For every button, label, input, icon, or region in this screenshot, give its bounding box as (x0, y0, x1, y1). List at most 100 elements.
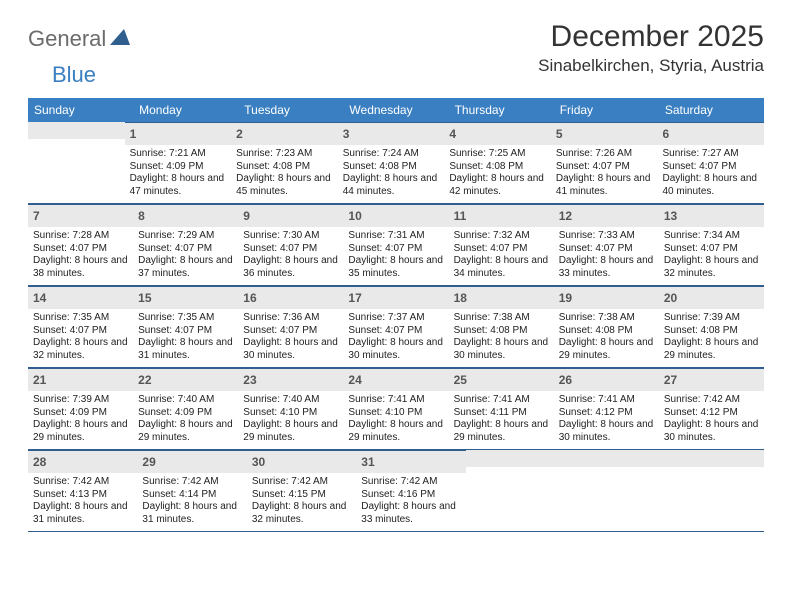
day-cell: 4Sunrise: 7:25 AMSunset: 4:08 PMDaylight… (444, 122, 551, 203)
day-number: 25 (454, 373, 467, 387)
day-cell: 6Sunrise: 7:27 AMSunset: 4:07 PMDaylight… (657, 122, 764, 203)
sunset-text: Sunset: 4:12 PM (559, 407, 654, 420)
sunrise-text: Sunrise: 7:23 AM (236, 148, 333, 161)
day-number: 18 (454, 291, 467, 305)
day-cell: 15Sunrise: 7:35 AMSunset: 4:07 PMDayligh… (133, 286, 238, 367)
dow-cell: Monday (133, 98, 238, 122)
week-row: 1Sunrise: 7:21 AMSunset: 4:09 PMDaylight… (28, 122, 764, 204)
sunset-text: Sunset: 4:07 PM (664, 243, 759, 256)
empty-day (565, 450, 664, 531)
daylight-text: Daylight: 8 hours and 30 minutes. (454, 337, 549, 362)
sunset-text: Sunset: 4:11 PM (454, 407, 549, 420)
sunrise-text: Sunrise: 7:30 AM (243, 230, 338, 243)
logo: General (28, 26, 132, 52)
day-cell: 3Sunrise: 7:24 AMSunset: 4:08 PMDaylight… (338, 122, 445, 203)
day-number: 8 (138, 209, 145, 223)
daylight-text: Daylight: 8 hours and 41 minutes. (556, 173, 653, 198)
title-block: December 2025 Sinabelkirchen, Styria, Au… (538, 20, 764, 76)
empty-day (665, 450, 764, 531)
day-number: 7 (33, 209, 40, 223)
sunrise-text: Sunrise: 7:42 AM (252, 476, 351, 489)
daylight-text: Daylight: 8 hours and 47 minutes. (130, 173, 227, 198)
day-number: 21 (33, 373, 46, 387)
daylight-text: Daylight: 8 hours and 45 minutes. (236, 173, 333, 198)
day-number: 26 (559, 373, 572, 387)
day-number: 20 (664, 291, 677, 305)
daylight-text: Daylight: 8 hours and 35 minutes. (348, 255, 443, 280)
daylight-text: Daylight: 8 hours and 38 minutes. (33, 255, 128, 280)
sunrise-text: Sunrise: 7:32 AM (454, 230, 549, 243)
logo-text-general: General (28, 26, 106, 52)
day-number: 24 (348, 373, 361, 387)
day-cell: 11Sunrise: 7:32 AMSunset: 4:07 PMDayligh… (449, 204, 554, 285)
day-number: 29 (142, 455, 155, 469)
sunrise-text: Sunrise: 7:26 AM (556, 148, 653, 161)
sunset-text: Sunset: 4:15 PM (252, 489, 351, 502)
day-cell: 28Sunrise: 7:42 AMSunset: 4:13 PMDayligh… (28, 450, 137, 531)
daylight-text: Daylight: 8 hours and 30 minutes. (243, 337, 338, 362)
daylight-text: Daylight: 8 hours and 29 minutes. (138, 419, 233, 444)
week-row: 28Sunrise: 7:42 AMSunset: 4:13 PMDayligh… (28, 450, 764, 532)
dow-cell: Thursday (449, 98, 554, 122)
sunset-text: Sunset: 4:16 PM (361, 489, 460, 502)
day-number: 30 (252, 455, 265, 469)
sunset-text: Sunset: 4:10 PM (243, 407, 338, 420)
sunrise-text: Sunrise: 7:25 AM (449, 148, 546, 161)
sunrise-text: Sunrise: 7:42 AM (361, 476, 460, 489)
daylight-text: Daylight: 8 hours and 30 minutes. (664, 419, 759, 444)
daylight-text: Daylight: 8 hours and 31 minutes. (138, 337, 233, 362)
day-cell: 20Sunrise: 7:39 AMSunset: 4:08 PMDayligh… (659, 286, 764, 367)
sunrise-text: Sunrise: 7:37 AM (348, 312, 443, 325)
sunset-text: Sunset: 4:09 PM (33, 407, 128, 420)
day-number: 3 (343, 127, 350, 141)
sunset-text: Sunset: 4:07 PM (33, 325, 128, 338)
daylight-text: Daylight: 8 hours and 32 minutes. (33, 337, 128, 362)
day-cell: 12Sunrise: 7:33 AMSunset: 4:07 PMDayligh… (554, 204, 659, 285)
sunset-text: Sunset: 4:13 PM (33, 489, 132, 502)
sunset-text: Sunset: 4:12 PM (664, 407, 759, 420)
sunrise-text: Sunrise: 7:38 AM (454, 312, 549, 325)
sunrise-text: Sunrise: 7:42 AM (664, 394, 759, 407)
calendar: SundayMondayTuesdayWednesdayThursdayFrid… (28, 98, 764, 532)
sunset-text: Sunset: 4:14 PM (142, 489, 241, 502)
day-number: 5 (556, 127, 563, 141)
day-number: 14 (33, 291, 46, 305)
sunrise-text: Sunrise: 7:33 AM (559, 230, 654, 243)
calendar-page: General December 2025 Sinabelkirchen, St… (0, 0, 792, 552)
daylight-text: Daylight: 8 hours and 44 minutes. (343, 173, 440, 198)
sunrise-text: Sunrise: 7:34 AM (664, 230, 759, 243)
day-number: 23 (243, 373, 256, 387)
daylight-text: Daylight: 8 hours and 36 minutes. (243, 255, 338, 280)
sunset-text: Sunset: 4:08 PM (454, 325, 549, 338)
daylight-text: Daylight: 8 hours and 32 minutes. (664, 255, 759, 280)
day-number: 12 (559, 209, 572, 223)
sunrise-text: Sunrise: 7:27 AM (662, 148, 759, 161)
sunrise-text: Sunrise: 7:35 AM (138, 312, 233, 325)
daylight-text: Daylight: 8 hours and 30 minutes. (559, 419, 654, 444)
sunrise-text: Sunrise: 7:24 AM (343, 148, 440, 161)
empty-day (466, 450, 565, 531)
dow-cell: Wednesday (343, 98, 448, 122)
day-number: 13 (664, 209, 677, 223)
sunrise-text: Sunrise: 7:36 AM (243, 312, 338, 325)
day-cell: 27Sunrise: 7:42 AMSunset: 4:12 PMDayligh… (659, 368, 764, 449)
day-cell: 8Sunrise: 7:29 AMSunset: 4:07 PMDaylight… (133, 204, 238, 285)
day-cell: 2Sunrise: 7:23 AMSunset: 4:08 PMDaylight… (231, 122, 338, 203)
day-cell: 21Sunrise: 7:39 AMSunset: 4:09 PMDayligh… (28, 368, 133, 449)
daylight-text: Daylight: 8 hours and 34 minutes. (454, 255, 549, 280)
sunset-text: Sunset: 4:07 PM (556, 161, 653, 174)
day-cell: 13 Sunrise: 7:34 AMSunset: 4:07 PMDayligh… (659, 204, 764, 285)
day-number: 17 (348, 291, 361, 305)
daylight-text: Daylight: 8 hours and 30 minutes. (348, 337, 443, 362)
sunrise-text: Sunrise: 7:35 AM (33, 312, 128, 325)
sunset-text: Sunset: 4:09 PM (138, 407, 233, 420)
day-cell: 9Sunrise: 7:30 AMSunset: 4:07 PMDaylight… (238, 204, 343, 285)
daylight-text: Daylight: 8 hours and 29 minutes. (454, 419, 549, 444)
dow-cell: Sunday (28, 98, 133, 122)
daylight-text: Daylight: 8 hours and 42 minutes. (449, 173, 546, 198)
daylight-text: Daylight: 8 hours and 29 minutes. (348, 419, 443, 444)
sunset-text: Sunset: 4:07 PM (33, 243, 128, 256)
day-number: 6 (662, 127, 669, 141)
week-row: 14Sunrise: 7:35 AMSunset: 4:07 PMDayligh… (28, 286, 764, 368)
daylight-text: Daylight: 8 hours and 29 minutes. (243, 419, 338, 444)
